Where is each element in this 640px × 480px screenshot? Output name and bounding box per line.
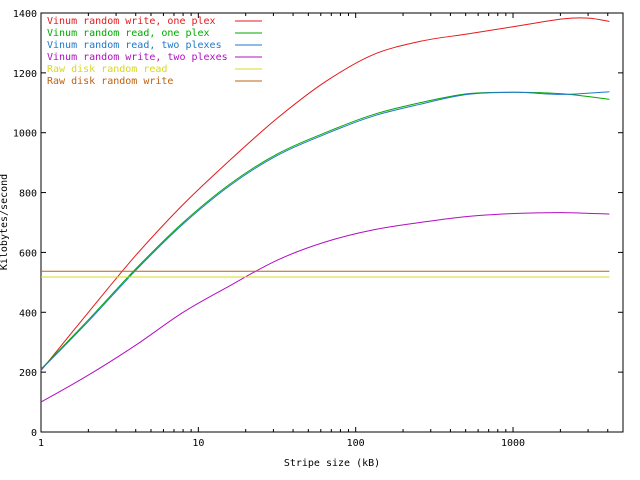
- series-layer: [40, 17, 610, 403]
- legend-label: Vinum random read, one plex: [47, 28, 210, 39]
- x-tick-label: 1: [38, 438, 44, 449]
- y-tick-label: 200: [19, 368, 37, 379]
- y-axis: 0 200 400 600 800 1000 1200 1400: [13, 9, 623, 439]
- y-tick-label: 600: [19, 248, 37, 259]
- x-tick-label: 1000: [501, 438, 525, 449]
- legend-label: Vinum random write, two plexes: [47, 52, 228, 63]
- y-tick-label: 800: [19, 189, 37, 200]
- x-axis-label: Stripe size (kB): [284, 458, 380, 469]
- y-tick-label: 400: [19, 308, 37, 319]
- legend-label: Vinum random read, two plexes: [47, 40, 222, 51]
- x-axis: 1 10 100 1000: [38, 13, 624, 449]
- series-line: [40, 212, 610, 403]
- y-tick-label: 1000: [13, 129, 37, 140]
- series-line: [40, 17, 610, 371]
- y-axis-label: Kilobytes/second: [0, 174, 10, 270]
- legend-label: Raw disk random write: [47, 76, 173, 87]
- series-line: [40, 91, 610, 371]
- x-tick-label: 10: [192, 438, 204, 449]
- y-tick-label: 1400: [13, 9, 37, 20]
- legend-label: Vinum random write, one plex: [47, 16, 216, 27]
- y-tick-label: 1200: [13, 69, 37, 80]
- legend-label: Raw disk random read: [47, 64, 167, 75]
- y-tick-label: 0: [31, 428, 37, 439]
- plot-frame: [40, 12, 624, 433]
- x-tick-label: 100: [347, 438, 365, 449]
